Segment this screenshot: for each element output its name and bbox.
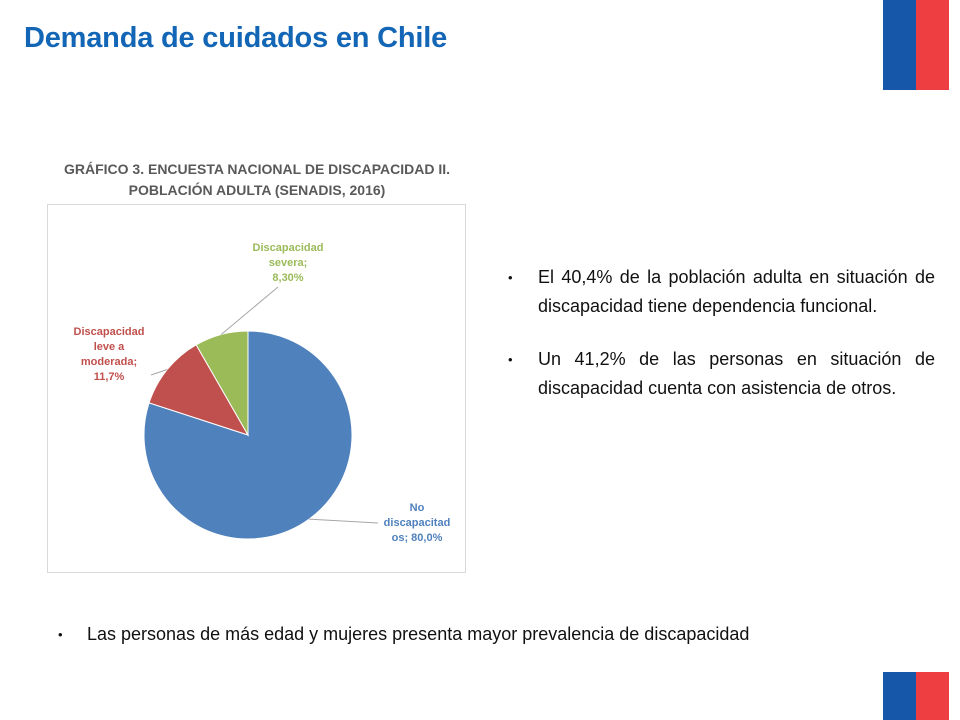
flag-red-band [916,0,949,90]
pie-leader-line [150,368,168,376]
pie-label-severa: Discapacidad severa; 8,30% [252,242,324,284]
pie-slice [143,330,353,540]
pie-label-leve-moderada: Discapacidad leve a moderada; 11,7% [73,326,145,383]
bullet-dot: • [508,352,513,367]
bottom-bullet-text: Las personas de más edad y mujeres prese… [87,624,750,644]
pie-slice [148,344,250,436]
bottom-bullet: • Las personas de más edad y mujeres pre… [58,620,888,649]
pie-chart-area: No discapacitad os; 80,0% Discapacidad l… [47,204,466,573]
bullet-item: • El 40,4% de la población adulta en sit… [508,263,935,321]
slide-title: Demanda de cuidados en Chile [24,22,448,54]
pie-slice [195,330,249,437]
pie-label-no-discapacitados: No discapacitad os; 80,0% [383,502,451,544]
pie-leader-line [220,286,279,335]
chart-title-line-1: GRÁFICO 3. ENCUESTA NACIONAL DE DISCAPAC… [63,161,451,177]
flag-blue-band [883,0,916,90]
pie-chart-svg [143,286,379,540]
bullet-text: Un 41,2% de las personas en situación de… [538,349,935,398]
flag-blue-band [883,672,916,720]
chart-title-line-2: POBLACIÓN ADULTA (SENADIS, 2016) [128,182,386,198]
chile-flag-stripe-top [883,0,949,90]
bullet-list: • El 40,4% de la población adulta en sit… [508,263,935,427]
bullet-item: • Un 41,2% de las personas en situación … [508,345,935,403]
chile-flag-stripe-bottom [883,672,949,720]
pie-leader-line [309,518,379,524]
bullet-text: El 40,4% de la población adulta en situa… [538,267,935,316]
flag-red-band [916,672,949,720]
bullet-dot: • [58,627,63,642]
chart-title: GRÁFICO 3. ENCUESTA NACIONAL DE DISCAPAC… [36,159,478,201]
bullet-dot: • [508,270,513,285]
